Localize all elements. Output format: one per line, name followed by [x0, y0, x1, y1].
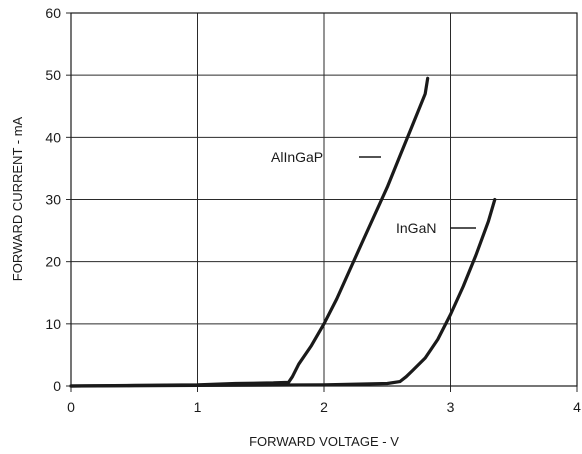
- y-tick-label: 60: [45, 5, 61, 21]
- x-tick-label: 0: [67, 399, 75, 415]
- grid: [66, 12, 578, 392]
- y-tick-labels: 0 10 20 30 40 50 60: [45, 5, 61, 394]
- y-tick-label: 40: [45, 129, 61, 145]
- series-label-alingap: AlInGaP: [271, 149, 323, 165]
- y-tick-label: 30: [45, 192, 61, 208]
- y-tick-label: 50: [45, 67, 61, 83]
- series-label-ingan: InGaN: [396, 220, 436, 236]
- y-axis-label: FORWARD CURRENT - mA: [10, 116, 25, 281]
- x-tick-label: 2: [320, 399, 328, 415]
- series-line-ingan: [69, 197, 497, 388]
- x-tick-labels: 0 1 2 3 4: [67, 399, 581, 415]
- y-tick-label: 0: [53, 378, 61, 394]
- x-axis-label: FORWARD VOLTAGE - V: [249, 434, 399, 449]
- x-tick-label: 3: [447, 399, 455, 415]
- x-tick-label: 4: [573, 399, 581, 415]
- series-line-alingap: [69, 76, 430, 388]
- y-tick-label: 10: [45, 316, 61, 332]
- x-tick-label: 1: [194, 399, 202, 415]
- series-layer: [69, 76, 497, 388]
- y-tick-label: 20: [45, 254, 61, 270]
